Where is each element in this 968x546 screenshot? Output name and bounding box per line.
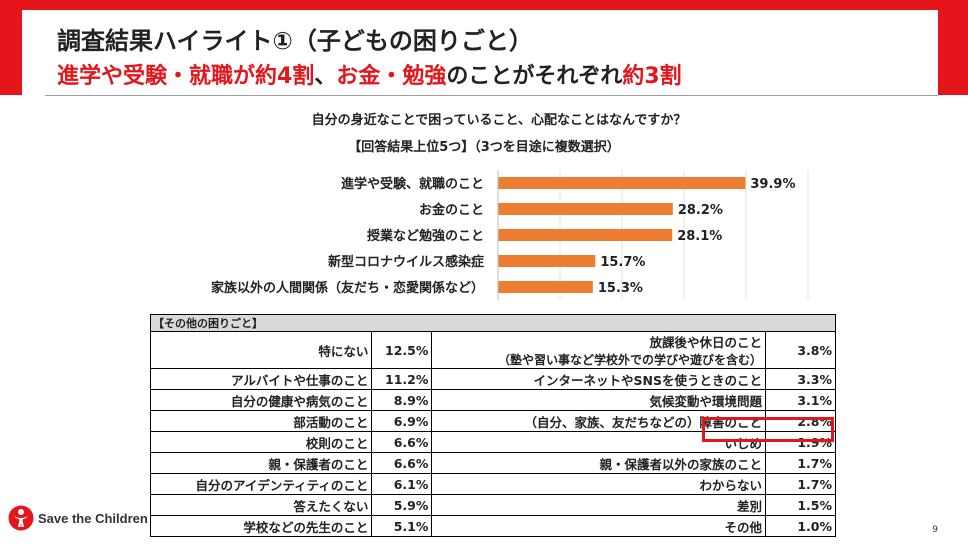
table-row: 答えたくない 5.9% 差別 1.5% bbox=[149, 494, 836, 516]
child-figure-icon bbox=[8, 505, 34, 531]
table-cell-value: 6.6% bbox=[371, 431, 433, 453]
table-cell-label: アルバイトや仕事のこと bbox=[149, 368, 373, 390]
table-cell-value: 1.0% bbox=[765, 515, 836, 537]
table-cell-value: 6.6% bbox=[371, 452, 433, 474]
category-label: 新型コロナウイルス感染症 bbox=[328, 254, 484, 270]
category-label: お金のこと bbox=[419, 202, 484, 218]
category-label: 家族以外の人間関係（友だち・恋愛関係など） bbox=[211, 280, 484, 296]
bar bbox=[498, 203, 673, 215]
table-cell-label: 特にない bbox=[149, 331, 373, 369]
table-cell-label: 親・保護者のこと bbox=[149, 452, 373, 474]
data-label: 39.9% bbox=[750, 177, 795, 192]
table-row: 親・保護者のこと 6.6% 親・保護者以外の家族のこと 1.7% bbox=[149, 452, 836, 474]
table-cell-value: 3.1% bbox=[765, 389, 836, 411]
save-the-children-logo: Save the Children bbox=[8, 505, 148, 531]
table-row: 自分の健康や病気のこと 8.9% 気候変動や環境問題 3.1% bbox=[149, 389, 836, 411]
table-cell-label: 差別 bbox=[431, 494, 766, 516]
bar bbox=[498, 255, 596, 267]
top-accent-bar bbox=[0, 0, 968, 10]
subtitle-part: 約3割 bbox=[622, 64, 682, 89]
bar bbox=[498, 229, 673, 241]
table-cell-value: 3.8% bbox=[765, 331, 836, 369]
table-header: 【その他の困りごと】 bbox=[150, 314, 836, 332]
logo-text: Save the Children bbox=[38, 510, 148, 526]
table-cell-label-sub: （塾や習い事など学校外での学びや遊びを含む） bbox=[497, 353, 762, 367]
data-label: 15.3% bbox=[598, 281, 643, 296]
subtitle-part: 進学や受験・就職が約4割 bbox=[57, 64, 315, 89]
data-label: 15.7% bbox=[600, 255, 645, 270]
table-cell-value: 12.5% bbox=[371, 331, 433, 369]
table-cell-label: 親・保護者以外の家族のこと bbox=[431, 452, 766, 474]
left-accent-bar bbox=[0, 0, 22, 95]
table-cell-value: 1.7% bbox=[765, 473, 836, 495]
highlight-box bbox=[702, 417, 834, 442]
table-row: 校則のこと 6.6% いじめ 1.9% bbox=[149, 431, 836, 453]
question-note: 【回答結果上位5つ】（3つを目途に複数選択） bbox=[348, 140, 620, 155]
page-subtitle: 進学や受験・就職が約4割、お金・勉強のことがそれぞれ約3割 bbox=[57, 58, 682, 90]
category-label: 授業など勉強のこと bbox=[367, 228, 484, 244]
table-row: 学校などの先生のこと 5.1% その他 1.0% bbox=[149, 515, 836, 537]
table-cell-value: 1.5% bbox=[765, 494, 836, 516]
table-cell-label: 部活動のこと bbox=[149, 410, 373, 432]
table-cell-value: 6.1% bbox=[371, 473, 433, 495]
table-cell-label-main: 放課後や休日のこと bbox=[649, 335, 762, 350]
bar bbox=[498, 281, 593, 293]
subtitle-part: 、 bbox=[314, 64, 337, 89]
page-title: 調査結果ハイライト①（子どもの困りごと） bbox=[57, 27, 533, 55]
table-cell-value: 5.1% bbox=[371, 515, 433, 537]
table-row: 特にない 12.5% 放課後や休日のこと （塾や習い事など学校外での学びや遊びを… bbox=[149, 331, 836, 369]
title-divider bbox=[45, 95, 938, 96]
table-cell-label: 気候変動や環境問題 bbox=[431, 389, 766, 411]
table-row: 自分のアイデンティティのこと 6.1% わからない 1.7% bbox=[149, 473, 836, 495]
table-cell-value: 1.7% bbox=[765, 452, 836, 474]
table-cell-value: 1.9% bbox=[765, 431, 836, 453]
table-cell-value: 2.8% bbox=[765, 410, 836, 432]
table-cell-label: 校則のこと bbox=[149, 431, 373, 453]
table-cell-label: 自分の健康や病気のこと bbox=[149, 389, 373, 411]
subtitle-part: のことがそれぞれ bbox=[446, 64, 623, 89]
table-cell-value: 5.9% bbox=[371, 494, 433, 516]
table-row: 部活動のこと 6.9% （自分、家族、友だちなどの）障害のこと 2.8% bbox=[149, 410, 836, 432]
bar-chart: 進学や受験、就職のこと 39.9% お金のこと 28.2% 授業など勉強のこと 28.1%… bbox=[211, 170, 809, 300]
table-cell-value: 3.3% bbox=[765, 368, 836, 390]
table-cell-label: わからない bbox=[431, 473, 766, 495]
table-cell-value: 11.2% bbox=[371, 368, 433, 390]
page-number: 9 bbox=[932, 525, 938, 535]
category-label: 進学や受験、就職のこと bbox=[341, 176, 484, 192]
table-cell-label: 自分のアイデンティティのこと bbox=[149, 473, 373, 495]
table-cell-label: 放課後や休日のこと （塾や習い事など学校外での学びや遊びを含む） bbox=[431, 331, 766, 369]
question-text: 自分の身近なことで困っていること、心配なことはなんですか？ bbox=[311, 113, 687, 128]
table-cell-value: 8.9% bbox=[371, 389, 433, 411]
bar bbox=[498, 177, 746, 189]
table-cell-label: 答えたくない bbox=[149, 494, 373, 516]
subtitle-part: お金・勉強 bbox=[336, 64, 447, 89]
right-accent-bar bbox=[938, 0, 968, 95]
data-label: 28.2% bbox=[678, 203, 723, 218]
other-concerns-table: 【その他の困りごと】 特にない 12.5% 放課後や休日のこと （塾や習い事など… bbox=[149, 314, 836, 537]
data-label: 28.1% bbox=[677, 229, 722, 244]
table-cell-label: 学校などの先生のこと bbox=[149, 515, 373, 537]
table-row: アルバイトや仕事のこと 11.2% インターネットやSNSを使うときのこと 3.… bbox=[149, 368, 836, 390]
table-cell-value: 6.9% bbox=[371, 410, 433, 432]
table-cell-label: その他 bbox=[431, 515, 766, 537]
table-cell-label: インターネットやSNSを使うときのこと bbox=[431, 368, 766, 390]
